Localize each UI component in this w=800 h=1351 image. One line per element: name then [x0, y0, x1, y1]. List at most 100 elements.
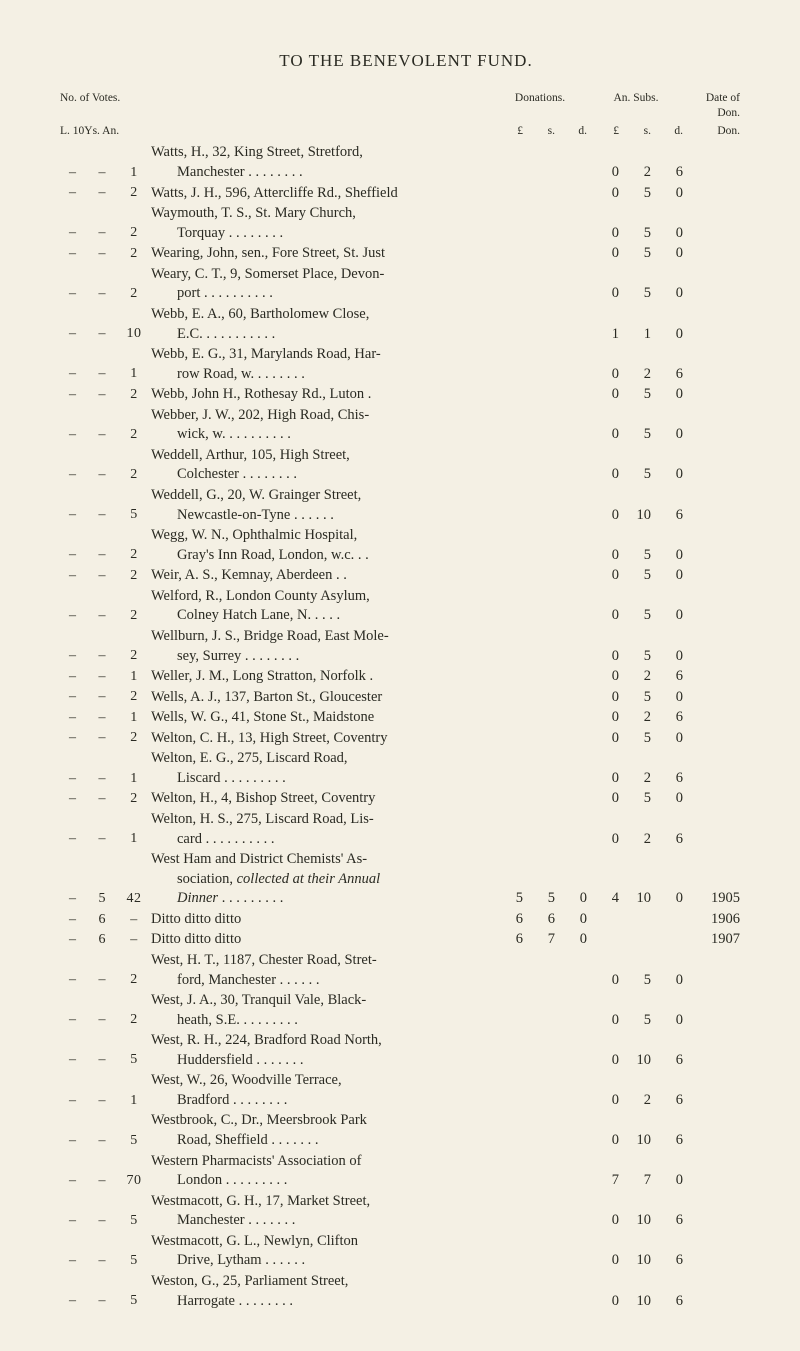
table-row: ––5Westmacott, G. L., Newlyn, CliftonDri…	[60, 1232, 752, 1271]
col-an: 5	[119, 1212, 149, 1231]
col-annual-d: 0	[653, 566, 683, 586]
col-L: –	[60, 285, 85, 304]
table-row: ––5Westbrook, C., Dr., Meersbrook ParkRo…	[60, 1111, 752, 1150]
col-donation-s: 6	[525, 910, 555, 930]
header-date-of-don: Date of Don.	[685, 91, 740, 122]
col-10yrs: 6	[87, 911, 117, 930]
header-annual-subs: An. Subs.	[589, 91, 683, 122]
header-donations: Donations.	[493, 91, 587, 122]
col-annual-d: 6	[653, 708, 683, 728]
col-description: Webb, John H., Rothesay Rd., Luton .	[151, 385, 491, 405]
col-10yrs: 6	[87, 931, 117, 950]
col-L: –	[60, 466, 85, 485]
col-L: –	[60, 1212, 85, 1231]
col-annual-s: 7	[621, 1171, 651, 1191]
col-annual-d: 6	[653, 1131, 683, 1151]
col-an: 1	[119, 164, 149, 183]
col-donation-d: 0	[557, 930, 587, 950]
table-row: ––2Welford, R., London County Asylum,Col…	[60, 587, 752, 626]
col-annual-s: 10	[621, 1292, 651, 1312]
col-an: 2	[119, 245, 149, 264]
col-10yrs: –	[87, 770, 117, 789]
col-an: 1	[119, 1092, 149, 1111]
table-row: ––2Wells, A. J., 137, Barton St., Glouce…	[60, 688, 752, 708]
table-row: ––5Weston, G., 25, Parliament Street,Har…	[60, 1272, 752, 1311]
col-annual-d: 0	[653, 971, 683, 991]
col-annual-d: 0	[653, 1011, 683, 1031]
col-description: Weller, J. M., Long Stratton, Norfolk .	[151, 667, 491, 687]
col-description: Webber, J. W., 202, High Road, Chis-wick…	[151, 406, 491, 445]
col-L: –	[60, 1051, 85, 1070]
col-an: 5	[119, 1252, 149, 1271]
col-10yrs: –	[87, 325, 117, 344]
col-10yrs: –	[87, 971, 117, 990]
col-description: Watts, H., 32, King Street, Stretford,Ma…	[151, 143, 491, 182]
col-L: –	[60, 1092, 85, 1111]
col-10yrs: –	[87, 830, 117, 849]
table-row: ––10Webb, E. A., 60, Bartholomew Close,E…	[60, 305, 752, 344]
col-annual-d: 6	[653, 365, 683, 385]
col-10yrs: –	[87, 245, 117, 264]
col-annual-L: 0	[589, 606, 619, 626]
col-annual-d: 0	[653, 284, 683, 304]
col-L: –	[60, 546, 85, 565]
col-annual-d: 6	[653, 1051, 683, 1071]
col-10yrs: –	[87, 426, 117, 445]
col-annual-d: 0	[653, 425, 683, 445]
table-row: ––2Weddell, Arthur, 105, High Street,Col…	[60, 446, 752, 485]
table-row: ––1Watts, H., 32, King Street, Stretford…	[60, 143, 752, 182]
col-description: Watts, J. H., 596, Attercliffe Rd., Shef…	[151, 184, 491, 204]
col-annual-s: 5	[621, 385, 651, 405]
header-pound-2: £	[589, 124, 619, 140]
col-L: –	[60, 1132, 85, 1151]
table-row: ––5West, R. H., 224, Bradford Road North…	[60, 1031, 752, 1070]
col-description: Webb, E. G., 31, Marylands Road, Har-row…	[151, 345, 491, 384]
table-row: ––2Waymouth, T. S., St. Mary Church,Torq…	[60, 204, 752, 243]
col-L: –	[60, 365, 85, 384]
col-annual-s: 5	[621, 729, 651, 749]
table-row: –542West Ham and District Chemists' As-s…	[60, 850, 752, 909]
col-description: Welton, C. H., 13, High Street, Coventry	[151, 729, 491, 749]
col-L: –	[60, 184, 85, 203]
col-L: –	[60, 1252, 85, 1271]
col-annual-L: 0	[589, 284, 619, 304]
col-L: –	[60, 1292, 85, 1311]
col-annual-L: 0	[589, 769, 619, 789]
col-L: –	[60, 426, 85, 445]
col-description: Westbrook, C., Dr., Meersbrook ParkRoad,…	[151, 1111, 491, 1150]
table-row: ––2Welton, C. H., 13, High Street, Coven…	[60, 729, 752, 749]
col-L: –	[60, 911, 85, 930]
col-description: Waymouth, T. S., St. Mary Church,Torquay…	[151, 204, 491, 243]
col-annual-L: 0	[589, 244, 619, 264]
col-description: Welton, E. G., 275, Liscard Road,Liscard…	[151, 749, 491, 788]
col-annual-s: 5	[621, 244, 651, 264]
col-an: 70	[119, 1172, 149, 1191]
col-donation-d: 0	[557, 910, 587, 930]
col-annual-L: 0	[589, 506, 619, 526]
table-row: ––2Welton, H., 4, Bishop Street, Coventr…	[60, 789, 752, 809]
col-annual-L: 0	[589, 1091, 619, 1111]
col-annual-L: 0	[589, 1131, 619, 1151]
col-an: 5	[119, 1051, 149, 1070]
col-description: Westmacott, G. L., Newlyn, CliftonDrive,…	[151, 1232, 491, 1271]
col-description: Wegg, W. N., Ophthalmic Hospital,Gray's …	[151, 526, 491, 565]
col-annual-d: 6	[653, 1211, 683, 1231]
col-an: 42	[119, 890, 149, 909]
table-row: ––5Westmacott, G. H., 17, Market Street,…	[60, 1192, 752, 1231]
col-donation-s: 7	[525, 930, 555, 950]
col-10yrs: –	[87, 1212, 117, 1231]
table-row: ––2Webber, J. W., 202, High Road, Chis-w…	[60, 406, 752, 445]
col-an: 2	[119, 1011, 149, 1030]
col-10yrs: –	[87, 647, 117, 666]
table-row: ––1Webb, E. G., 31, Marylands Road, Har-…	[60, 345, 752, 384]
col-annual-L: 0	[589, 1251, 619, 1271]
col-L: –	[60, 224, 85, 243]
col-an: 2	[119, 386, 149, 405]
col-annual-d: 0	[653, 729, 683, 749]
header-d-1: d.	[557, 124, 587, 140]
col-date-of-don: 1906	[685, 910, 740, 930]
col-annual-L: 0	[589, 385, 619, 405]
col-annual-d: 0	[653, 647, 683, 667]
col-10yrs: –	[87, 607, 117, 626]
col-date-of-don: 1905	[685, 889, 740, 909]
